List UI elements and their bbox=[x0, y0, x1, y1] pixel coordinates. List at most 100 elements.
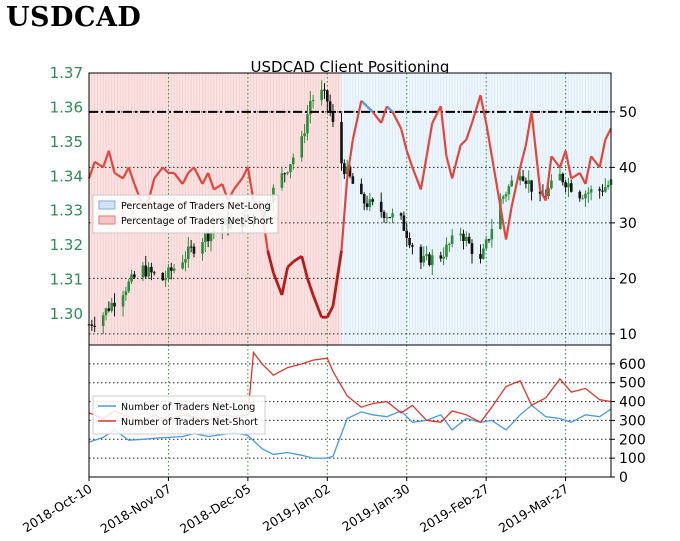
candle-body bbox=[484, 239, 488, 249]
net-short-segment bbox=[306, 277, 315, 296]
candle-body bbox=[530, 180, 533, 192]
candle-body bbox=[598, 189, 601, 191]
candle-body bbox=[499, 198, 502, 230]
candle-body bbox=[328, 101, 332, 113]
candle-body bbox=[391, 213, 394, 218]
candle-body bbox=[303, 133, 306, 137]
net-short-segment bbox=[161, 166, 170, 174]
candle-body bbox=[467, 236, 471, 244]
candle-body bbox=[510, 180, 514, 187]
chart-title: USDCAD Client Positioning bbox=[251, 58, 450, 76]
net-short-segment bbox=[459, 138, 468, 146]
candle-body bbox=[365, 203, 369, 208]
net-short-segment bbox=[127, 167, 136, 185]
candle-body bbox=[490, 229, 494, 240]
net-short-segment bbox=[207, 172, 215, 190]
candle-body bbox=[152, 272, 156, 274]
candle-body bbox=[104, 308, 108, 316]
net-short-segment bbox=[331, 250, 343, 307]
candle-body bbox=[172, 268, 176, 271]
candle-body bbox=[189, 246, 193, 248]
candle-body bbox=[90, 324, 94, 326]
candle-body bbox=[201, 242, 204, 254]
candle-body bbox=[306, 114, 309, 134]
net-short-segment bbox=[87, 161, 96, 179]
price-tick-label: 1.33 bbox=[50, 202, 83, 220]
net-short-segment bbox=[102, 150, 110, 168]
net-short-segment bbox=[340, 178, 349, 251]
net-short-segment bbox=[280, 267, 289, 296]
net-short-segment bbox=[187, 166, 195, 174]
count-tick-label: 500 bbox=[619, 376, 646, 392]
net-short-segment bbox=[311, 294, 323, 318]
net-short-segment bbox=[510, 167, 522, 207]
net-short-segment bbox=[504, 206, 513, 240]
x-tick-label: 2018-Oct-10 bbox=[20, 481, 95, 535]
count-tick-label: 400 bbox=[619, 395, 646, 411]
x-tick-label: 2018-Dec-05 bbox=[177, 481, 254, 537]
net-long-segment bbox=[360, 99, 368, 108]
net-short-segment bbox=[550, 155, 561, 169]
candle-body bbox=[521, 176, 525, 181]
net-short-segment bbox=[399, 128, 408, 151]
net-short-segment bbox=[326, 305, 335, 318]
candle-body bbox=[144, 265, 148, 277]
candle-body bbox=[428, 254, 431, 266]
percent-tick-label: 30 bbox=[619, 216, 637, 232]
percent-tick-label: 40 bbox=[619, 160, 637, 176]
net-short-segment bbox=[405, 150, 414, 168]
candle-body bbox=[308, 101, 312, 115]
net-short-segment bbox=[391, 111, 403, 130]
candle-body bbox=[581, 198, 584, 200]
price-tick-label: 1.37 bbox=[50, 64, 83, 82]
candle-body bbox=[504, 194, 508, 197]
candle-body bbox=[518, 176, 522, 181]
net-short-segment bbox=[122, 166, 130, 179]
candle-body bbox=[107, 308, 111, 311]
candle-body bbox=[388, 217, 392, 219]
candle-body bbox=[527, 180, 531, 184]
candle-body bbox=[206, 233, 210, 242]
candle-body bbox=[320, 89, 323, 100]
candle-body bbox=[300, 136, 304, 158]
legend-box bbox=[92, 395, 266, 435]
net-short-segment bbox=[113, 171, 124, 180]
net-short-segment bbox=[598, 139, 607, 168]
count-tick-label: 100 bbox=[619, 451, 646, 467]
net-short-segment bbox=[590, 155, 601, 169]
candle-body bbox=[348, 166, 352, 177]
candle-body bbox=[141, 265, 145, 278]
candle-body bbox=[479, 254, 482, 259]
net-short-segment bbox=[558, 150, 567, 168]
candle-body bbox=[524, 180, 528, 184]
net-short-segment bbox=[192, 166, 204, 185]
number-of-traders-net-long-line bbox=[88, 404, 612, 459]
legend: Number of Traders Net-Long Number of Trad… bbox=[92, 395, 266, 435]
net-short-segment bbox=[530, 111, 542, 190]
candle-body bbox=[408, 237, 411, 246]
candle-body bbox=[323, 89, 326, 91]
candle-body bbox=[130, 274, 133, 282]
net-short-segment bbox=[266, 250, 275, 274]
candle-body bbox=[564, 182, 567, 188]
net-short-segment bbox=[300, 255, 309, 279]
candle-body bbox=[445, 244, 448, 257]
net-short-segment bbox=[490, 156, 502, 207]
net-short-segment bbox=[292, 255, 303, 263]
candle-body bbox=[93, 325, 96, 327]
candle-body bbox=[422, 256, 426, 263]
net-short-segment bbox=[213, 183, 223, 191]
candle-body bbox=[340, 121, 343, 164]
candle-body bbox=[578, 191, 582, 199]
candle-body bbox=[547, 188, 550, 197]
candle-body bbox=[558, 173, 562, 181]
legend-swatch bbox=[98, 200, 116, 210]
candle-body bbox=[286, 172, 289, 174]
candle-body bbox=[351, 176, 355, 184]
net-short-segment bbox=[346, 139, 354, 179]
candle-body bbox=[587, 192, 590, 194]
candle-body bbox=[181, 262, 184, 269]
candle-body bbox=[430, 255, 434, 266]
candle-body bbox=[311, 99, 315, 102]
x-tick-label: 2019-Mar-27 bbox=[496, 481, 571, 536]
